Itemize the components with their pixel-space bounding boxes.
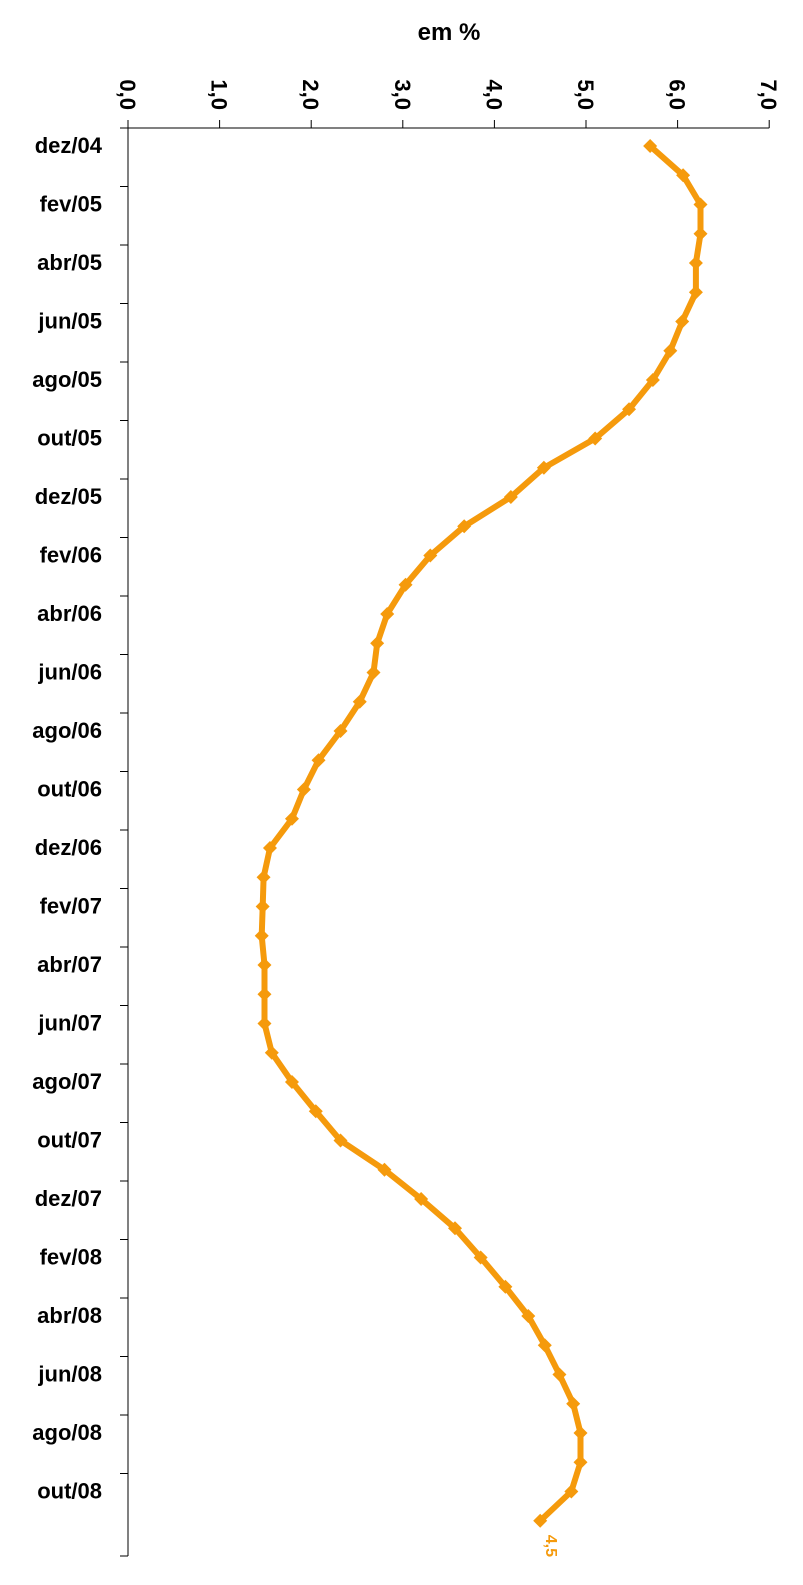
value-tick-label: 0,0 — [115, 79, 140, 110]
series-marker — [688, 256, 703, 270]
category-tick-label: out/08 — [37, 1479, 102, 1504]
series-marker — [676, 168, 691, 183]
series-marker — [573, 1426, 588, 1440]
category-tick-label: dez/04 — [35, 133, 103, 158]
series-marker — [536, 460, 551, 475]
series-marker — [377, 1162, 392, 1177]
value-axis-unit-label: em % — [418, 19, 481, 46]
series-marker — [564, 1484, 579, 1499]
series-marker — [256, 870, 271, 885]
series-marker — [693, 226, 708, 241]
series-marker — [370, 636, 385, 651]
category-tick-label: fev/06 — [40, 543, 102, 568]
series-marker — [257, 987, 272, 1002]
series-marker — [296, 782, 311, 797]
series-marker — [643, 139, 658, 153]
series-marker — [622, 402, 637, 417]
series-marker — [352, 694, 367, 709]
series-marker — [663, 343, 678, 358]
series-marker — [311, 753, 326, 768]
series-marker — [308, 1104, 323, 1119]
series-marker — [366, 665, 381, 680]
value-tick-label: 6,0 — [665, 79, 690, 110]
axis-layer — [120, 120, 770, 1557]
series-marker — [333, 1133, 348, 1148]
series-marker — [457, 519, 472, 534]
series-marker — [262, 841, 277, 855]
series-marker — [264, 1045, 279, 1060]
category-tick-label: ago/06 — [32, 718, 102, 743]
category-tick-label: dez/05 — [35, 484, 102, 509]
series-marker — [675, 314, 690, 329]
series-marker — [473, 1250, 488, 1265]
series-marker — [423, 548, 438, 563]
label-layer: 0,0 1,0 2,0 3,0 4,0 5,0 6,0 7,0 em % dez/04 fev/05… — [32, 19, 781, 1557]
series-marker — [537, 1338, 552, 1353]
value-tick-label: 5,0 — [573, 79, 598, 110]
series-marker — [414, 1192, 429, 1206]
category-tick-label: fev/07 — [40, 894, 102, 919]
data-label: 4,5 — [542, 1535, 559, 1557]
value-tick-label: 3,0 — [390, 79, 415, 110]
category-tick-label: fev/08 — [40, 1245, 102, 1270]
series-marker — [498, 1279, 513, 1294]
series-marker — [521, 1309, 536, 1323]
series-marker — [254, 928, 269, 943]
category-tick-label: out/06 — [37, 777, 102, 802]
series-marker — [573, 1455, 588, 1470]
series-marker — [552, 1367, 567, 1382]
series-marker — [284, 811, 299, 826]
series-marker — [284, 1075, 299, 1089]
value-tick-label: 2,0 — [298, 79, 323, 110]
series-marker — [257, 1016, 272, 1031]
category-tick-label: abr/07 — [37, 952, 102, 977]
category-tick-label: jun/07 — [37, 1011, 102, 1036]
category-tick-label: abr/05 — [37, 250, 102, 275]
series-marker — [588, 431, 603, 446]
category-tick-label: abr/08 — [37, 1303, 102, 1328]
series-marker — [255, 899, 270, 914]
value-tick-label: 1,0 — [207, 79, 232, 110]
series-line — [258, 143, 704, 1523]
series-marker — [380, 607, 395, 621]
value-tick-label: 7,0 — [756, 79, 781, 110]
category-tick-label: fev/05 — [40, 192, 102, 217]
value-tick-label: 4,0 — [481, 79, 506, 110]
series-marker — [645, 373, 660, 387]
series-marker — [693, 197, 708, 212]
category-tick-label: out/07 — [37, 1128, 102, 1153]
series-marker — [448, 1221, 463, 1236]
category-tick-label: dez/07 — [35, 1186, 102, 1211]
category-tick-label: ago/07 — [32, 1069, 102, 1094]
series-marker — [533, 1513, 548, 1528]
series-layer — [254, 139, 708, 1528]
series-marker — [688, 285, 703, 300]
series-marker — [333, 724, 348, 738]
category-tick-label: out/05 — [37, 426, 102, 451]
category-tick-label: ago/05 — [32, 367, 102, 392]
category-tick-label: jun/05 — [37, 309, 102, 334]
category-tick-label: dez/06 — [35, 835, 102, 860]
category-tick-label: ago/08 — [32, 1420, 102, 1445]
series-marker — [398, 577, 413, 592]
series-marker — [503, 490, 518, 504]
category-tick-label: jun/08 — [37, 1362, 102, 1387]
series-marker — [257, 958, 272, 972]
category-tick-label: jun/06 — [37, 660, 102, 685]
category-tick-label: abr/06 — [37, 601, 102, 626]
series-marker — [566, 1396, 581, 1411]
